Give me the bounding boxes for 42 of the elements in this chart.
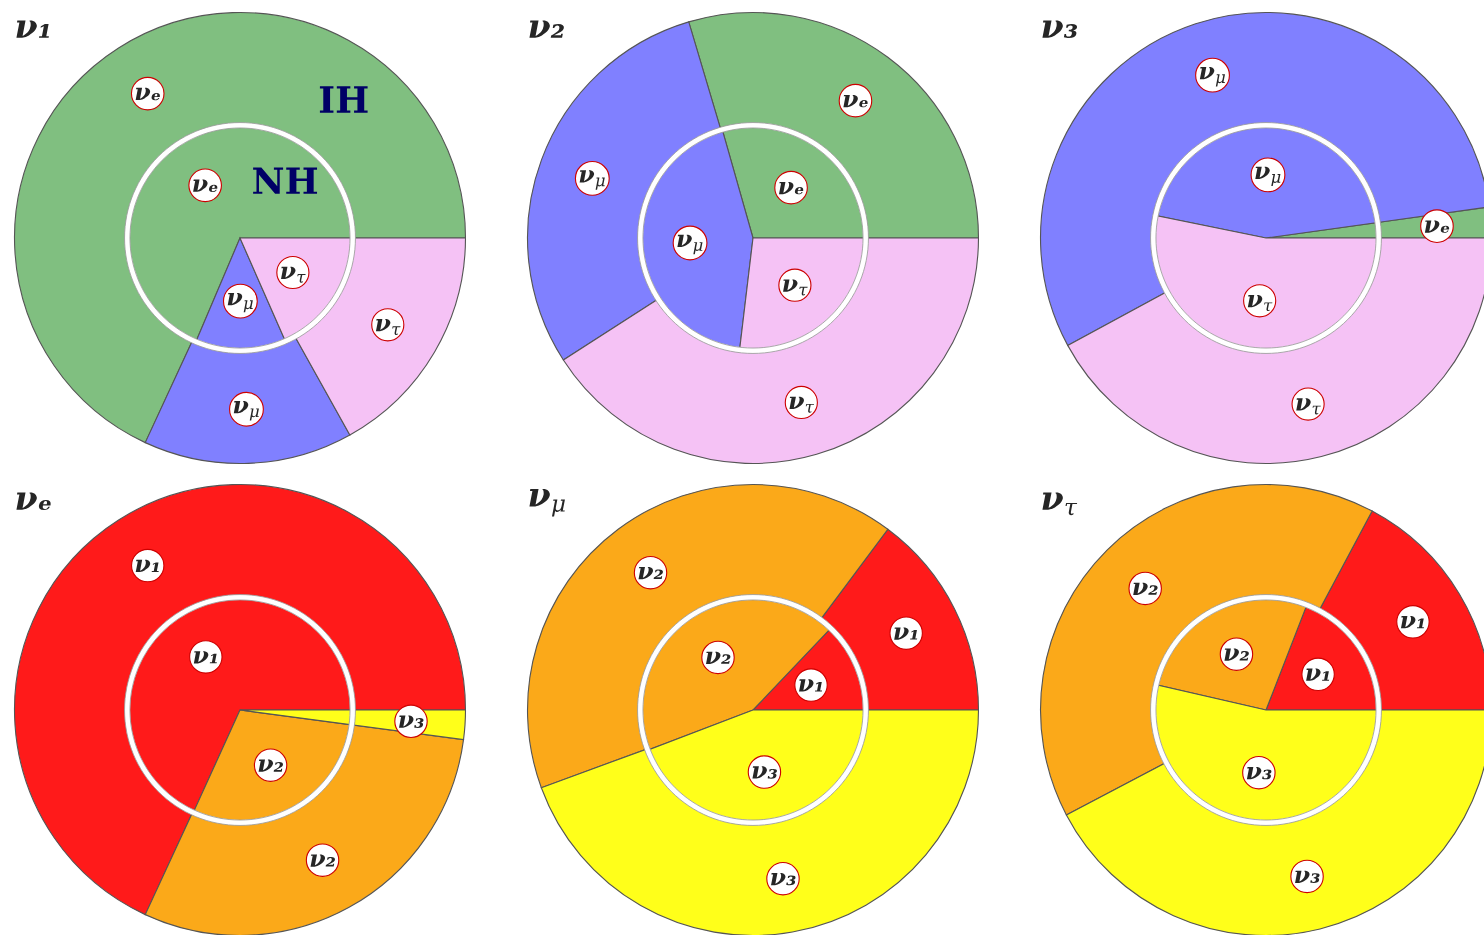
slice-label: ν$_{μ}$ [227, 292, 253, 313]
slice-label: ν₁ [135, 559, 159, 573]
chart-title: ν₂ [529, 20, 564, 38]
slice-label: ν₃ [770, 872, 796, 886]
chart-title: ν$_{μ}$ [529, 489, 565, 517]
slice-label: ν₁ [799, 679, 823, 692]
slice-label: ν$_{τ}$ [281, 266, 306, 283]
slice-label: ν₃ [1295, 870, 1320, 883]
slice-label: ν$_{τ}$ [375, 319, 401, 336]
slice-label: ν₁ [1306, 668, 1330, 681]
slice-label: ν₂ [258, 759, 284, 772]
slice-label: ν₂ [706, 651, 731, 664]
slice-label: ν$_{μ}$ [677, 234, 703, 255]
slice-label: ν₁ [1400, 616, 1424, 629]
slice-label: NH [253, 167, 318, 194]
slice-label: νₑ [193, 179, 218, 192]
slice-label: ν₃ [399, 715, 424, 728]
slice-label: νₑ [778, 181, 804, 195]
chart-title: ν₁ [16, 20, 49, 38]
slice-label: ν₁ [193, 651, 217, 664]
slice-label: ν₃ [752, 766, 777, 779]
slice-label: νₑ [135, 87, 160, 101]
slice-label: ν$_{τ}$ [1247, 295, 1273, 312]
slice-label: ν₃ [1246, 766, 1272, 780]
slice-label: ν$_{μ}$ [1199, 67, 1225, 87]
slice-label: ν$_{τ}$ [1296, 398, 1321, 415]
slice-label: ν$_{μ}$ [579, 170, 605, 190]
slice-label: ν₁ [894, 627, 918, 640]
slice-label: νₑ [1424, 220, 1450, 233]
slice-label: ν₂ [1133, 582, 1158, 595]
slice-label: ν₂ [310, 854, 335, 867]
slice-label: νₑ [843, 94, 868, 108]
slice-label: ν₂ [638, 566, 663, 580]
chart-title: ν$_{τ}$ [1042, 492, 1078, 516]
slice-label: ν$_{τ}$ [783, 279, 808, 296]
slice-label: ν₂ [1224, 648, 1249, 661]
chart-title: νₑ [16, 492, 51, 510]
slice-label: ν$_{μ}$ [233, 401, 259, 421]
slice-label: IH [319, 86, 368, 113]
slice-label: ν$_{μ}$ [1255, 166, 1281, 187]
slice-label: ν$_{τ}$ [789, 396, 815, 413]
chart-title: ν₃ [1042, 20, 1078, 38]
